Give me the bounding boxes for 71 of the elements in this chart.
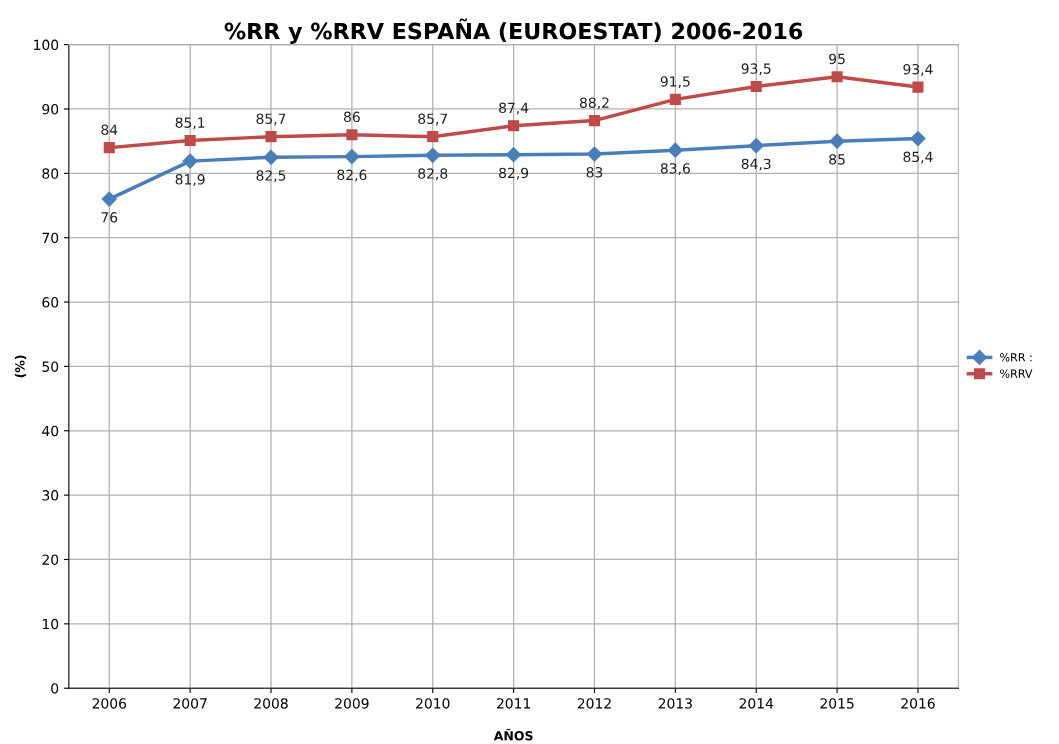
- data-label: 91,5: [660, 76, 690, 89]
- data-label: 95: [829, 53, 845, 65]
- point: [346, 129, 358, 141]
- point: [912, 81, 924, 93]
- point: [344, 149, 360, 165]
- x-tick-label: 2008: [254, 698, 288, 709]
- point: [588, 115, 601, 127]
- point: [184, 134, 196, 147]
- data-label: 82,9: [499, 167, 529, 180]
- y-tick-label: 30: [42, 490, 59, 501]
- x-tick-label: 2013: [658, 698, 692, 709]
- y-tick-label: 60: [42, 297, 59, 308]
- data-label: 93,5: [741, 63, 771, 76]
- data-label: 93,4: [903, 63, 933, 76]
- x-tick-label: 2015: [820, 698, 854, 709]
- data-label: 83: [586, 167, 603, 178]
- data-label: 87,4: [499, 102, 529, 115]
- data-label: 82,5: [256, 170, 286, 183]
- x-tick-label: 2012: [577, 698, 611, 709]
- data-label: 86: [343, 111, 360, 123]
- data-label: 85,7: [256, 113, 286, 126]
- x-tick-label: 2011: [496, 698, 531, 709]
- x-tick-label: 2016: [901, 698, 935, 709]
- point: [586, 146, 603, 162]
- y-tick-label: 100: [34, 39, 59, 51]
- data-label: 88,2: [579, 97, 609, 110]
- point: [506, 147, 522, 163]
- data-label: 85,4: [903, 151, 933, 164]
- point: [831, 71, 843, 83]
- x-axis-title: AÑOS: [493, 728, 533, 741]
- point: [103, 142, 115, 154]
- point: [669, 93, 681, 105]
- data-label: 85,1: [175, 117, 205, 130]
- data-label: 82,6: [337, 169, 367, 182]
- y-tick-label: 50: [42, 361, 59, 372]
- data-label: 84: [101, 124, 118, 135]
- x-tick-label: 2006: [92, 698, 127, 709]
- point: [667, 142, 683, 158]
- x-tick-label: 2007: [173, 698, 207, 709]
- data-label: 83,6: [660, 163, 690, 176]
- y-tick-label: 10: [42, 618, 59, 630]
- y-axis-title: (%): [14, 355, 27, 378]
- point: [750, 80, 762, 93]
- data-label: 85: [829, 154, 845, 165]
- data-label: 84,3: [741, 158, 771, 171]
- y-tick-label: 0: [51, 683, 59, 694]
- point: [101, 191, 117, 207]
- y-tick-label: 70: [42, 232, 59, 244]
- point: [508, 120, 520, 132]
- point: [910, 131, 926, 147]
- x-tick-label: 2010: [416, 698, 450, 709]
- x-tick-label: 2014: [739, 698, 774, 709]
- data-label: 85,7: [418, 113, 448, 126]
- legend-label: %RR :: [1000, 353, 1032, 362]
- y-tick-label: 20: [42, 554, 59, 565]
- data-label: 76: [101, 212, 118, 223]
- point: [263, 149, 279, 165]
- point: [425, 147, 441, 163]
- chart-title: %RR y %RRV ESPAÑA (EUROESTAT) 2006-2016: [224, 18, 803, 44]
- legend-label: %RRV: [1000, 369, 1033, 378]
- data-label: 81,9: [175, 174, 205, 187]
- y-tick-label: 40: [42, 425, 59, 437]
- point: [427, 131, 439, 143]
- point: [265, 131, 277, 143]
- data-label: 82,8: [418, 168, 448, 181]
- point: [829, 133, 845, 149]
- y-tick-label: 90: [42, 103, 59, 115]
- point: [182, 153, 198, 169]
- point: [748, 138, 764, 154]
- y-tick-label: 80: [42, 168, 59, 179]
- x-tick-label: 2009: [335, 698, 369, 709]
